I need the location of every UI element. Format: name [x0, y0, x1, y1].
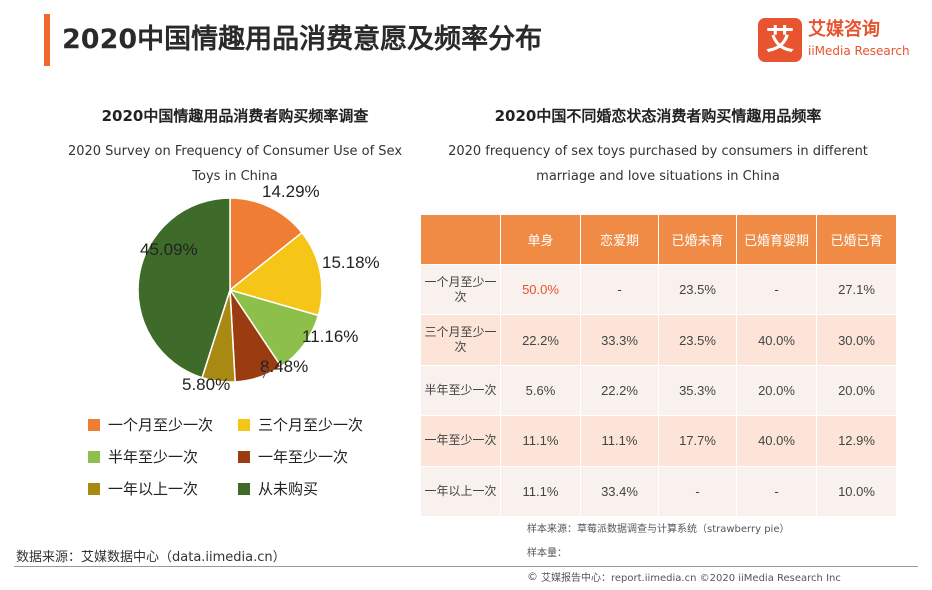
- legend-item: 一个月至少一次: [88, 414, 213, 435]
- legend-label: 一年以上一次: [108, 480, 199, 498]
- table-row-header: 一个月至少一次: [420, 263, 501, 316]
- table-row-header: 一年以上一次: [420, 465, 501, 517]
- footer-divider: [14, 566, 918, 567]
- footer: © 艾媒报告中心：report.iimedia.cn ©2020 iiMedia…: [527, 569, 841, 584]
- data-source: 数据来源：艾媒数据中心（data.iimedia.cn）: [16, 550, 286, 565]
- frequency-table: 单身 恋爱期 已婚未育 已婚育婴期 已婚已育 一个月至少一次 50.0% -23.5% -27…: [420, 214, 897, 517]
- legend-item: 一年以上一次: [88, 478, 198, 499]
- table-cell: 27.1%: [816, 263, 897, 316]
- legend-swatch: [238, 450, 250, 463]
- table-cell: 10.0%: [816, 465, 897, 517]
- pie-leader-line: [262, 367, 269, 379]
- table-header-row: 单身 恋爱期 已婚未育 已婚育婴期 已婚已育: [420, 214, 897, 265]
- table-cell: 40.0%: [736, 415, 817, 467]
- pie-slice-1: [229, 197, 303, 292]
- table-subtitle-line1: 2020 frequency of sex toys purchased by …: [448, 144, 868, 159]
- logo-chinese-name: 艾媒咨询: [808, 19, 880, 40]
- table-cell: 17.7%: [658, 415, 737, 467]
- table-cell: 35.3%: [658, 364, 737, 417]
- legend-swatch: [238, 418, 250, 431]
- pie-slice-3: [228, 288, 320, 368]
- legend-label: 半年至少一次: [108, 448, 199, 466]
- table-cell: 20.0%: [816, 364, 897, 417]
- legend-swatch: [88, 482, 100, 495]
- legend-swatch: [238, 482, 250, 495]
- pie-label-2: 15.18%: [322, 253, 380, 272]
- table-cell: -: [736, 465, 817, 517]
- table-row-header: 三个月至少一次: [420, 314, 501, 366]
- table-cell: 30.0%: [816, 314, 897, 366]
- table-cell: -: [580, 263, 659, 316]
- pie-label-1: 14.29%: [262, 182, 320, 201]
- legend-item: 半年至少一次: [88, 446, 198, 467]
- table-row: 半年至少一次 5.6% 22.2% 35.3% 20.0% 20.0%: [420, 364, 897, 417]
- pie-chart: 14.29% 15.18% 11.16% 8.48% 5.80% 45.09%: [137, 182, 380, 394]
- logo-mark: 艾: [758, 18, 802, 62]
- legend-label: 三个月至少一次: [258, 416, 364, 434]
- table-cell: -: [658, 465, 737, 517]
- sample-source-note: 样本来源：草莓派数据调查与计算系统（strawberry pie）: [527, 524, 790, 535]
- table-column-header: 已婚未育: [658, 214, 737, 265]
- table-cell: 40.0%: [736, 314, 817, 366]
- footer-text: 艾媒报告中心：report.iimedia.cn ©2020 iiMedia R…: [541, 573, 841, 584]
- table-title: 2020中国不同婚恋状态消费者购买情趣用品频率: [494, 107, 822, 125]
- table-column-header: 已婚育婴期: [736, 214, 817, 265]
- pie-subtitle-line1: 2020 Survey on Frequency of Consumer Use…: [67, 144, 403, 159]
- pie-slice-6: [137, 197, 231, 379]
- table-row: 三个月至少一次 22.2% 33.3% 23.5% 40.0% 30.0%: [420, 314, 897, 366]
- pie-label-4: 8.48%: [260, 357, 308, 376]
- table-cell: 22.2%: [580, 364, 659, 417]
- table-row: 一年至少一次 11.1% 11.1% 17.7% 40.0% 12.9%: [420, 415, 897, 467]
- table-row-header: 一年至少一次: [420, 415, 501, 467]
- table-cell: 11.1%: [580, 415, 659, 467]
- table-cell: 5.6%: [500, 364, 581, 417]
- table-column-header: 已婚已育: [816, 214, 897, 265]
- table-row: 一个月至少一次 50.0% -23.5% -27.1%: [420, 263, 897, 316]
- table-row-header: 半年至少一次: [420, 364, 501, 417]
- copyright-icon: ©: [527, 570, 538, 583]
- legend-label: 一个月至少一次: [108, 416, 214, 434]
- table-cell: 23.5%: [658, 263, 737, 316]
- table-subtitle: 2020 frequency of sex toys purchased by …: [420, 139, 896, 189]
- table-cell: 12.9%: [816, 415, 897, 467]
- table-cell: 23.5%: [658, 314, 737, 366]
- table-cell: 33.4%: [580, 465, 659, 517]
- table-cell: -: [736, 263, 817, 316]
- pie-label-5: 5.80%: [182, 375, 230, 394]
- legend-item: 一年至少一次: [238, 446, 348, 467]
- pie-subtitle-line2: Toys in China: [192, 169, 278, 184]
- pie-chart-subtitle: 2020 Survey on Frequency of Consumer Use…: [40, 139, 430, 189]
- table-subtitle-line2: marriage and love situations in China: [536, 169, 780, 184]
- iimedia-logo: 艾 艾媒咨询 iiMedia Research: [758, 18, 918, 64]
- pie-chart-title: 2020中国情趣用品消费者购买频率调查: [101, 107, 369, 125]
- sample-size-note: 样本量：: [527, 548, 567, 559]
- legend-item: 三个月至少一次: [238, 414, 363, 435]
- table-row: 一年以上一次 11.1% 33.4% - -10.0%: [420, 465, 897, 517]
- table-cell: 22.2%: [500, 314, 581, 366]
- legend-label: 从未购买: [258, 480, 319, 498]
- legend-swatch: [88, 450, 100, 463]
- table-cell: 50.0%: [500, 263, 581, 316]
- pie-slice-2: [228, 231, 323, 317]
- legend-swatch: [88, 418, 100, 431]
- table-column-header: 单身: [500, 214, 581, 265]
- table-corner-cell: [420, 214, 501, 265]
- logo-english-name: iiMedia Research: [808, 44, 910, 58]
- legend-item: 从未购买: [238, 478, 318, 499]
- table-column-header: 恋爱期: [580, 214, 659, 265]
- legend-label: 一年至少一次: [258, 448, 349, 466]
- table-cell: 33.3%: [580, 314, 659, 366]
- pie-label-3: 11.16%: [302, 327, 358, 346]
- table-cell: 11.1%: [500, 465, 581, 517]
- table-cell: 11.1%: [500, 415, 581, 467]
- page-title: 2020中国情趣用品消费意愿及频率分布: [62, 24, 543, 55]
- title-accent-bar: [44, 14, 50, 66]
- pie-label-6: 45.09%: [140, 240, 198, 259]
- table-cell: 20.0%: [736, 364, 817, 417]
